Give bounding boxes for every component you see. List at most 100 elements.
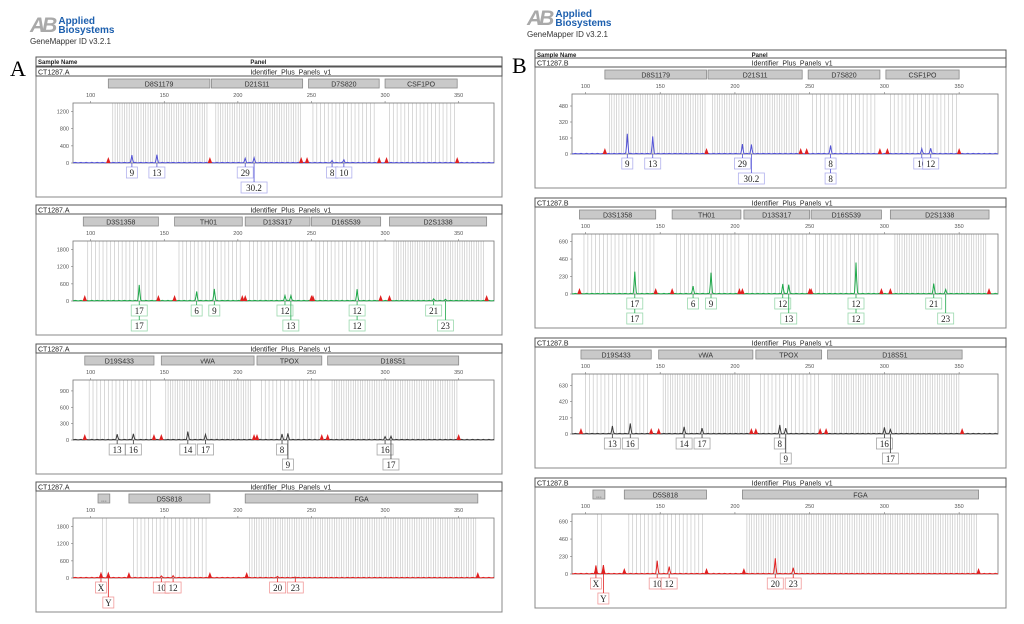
trace-line bbox=[571, 423, 999, 435]
allele-call-box bbox=[881, 452, 899, 465]
y-tick-label: 1200 bbox=[57, 265, 69, 271]
allele-call-label: 16 bbox=[626, 439, 636, 449]
off-scale-marker bbox=[804, 148, 809, 154]
off-scale-marker bbox=[378, 295, 383, 301]
locus-name: D18S51 bbox=[381, 359, 406, 366]
locus-bar bbox=[174, 216, 243, 227]
panel-name: Identifier_Plus_Panels_v1 bbox=[752, 201, 833, 208]
allele-call-box bbox=[282, 458, 294, 471]
allele-call-box bbox=[130, 304, 148, 317]
locus-bar bbox=[592, 489, 606, 500]
allele-call-label: 30.2 bbox=[246, 183, 262, 193]
x-tick-label: 150 bbox=[160, 231, 169, 237]
allele-call-label: 20 bbox=[771, 579, 781, 589]
x-tick-label: 150 bbox=[656, 84, 665, 90]
y-tick-label: 690 bbox=[559, 240, 568, 246]
locus-name: D3S1358 bbox=[106, 220, 135, 227]
applied-biosystems-logo-a: AB Applied Biosystems bbox=[30, 14, 114, 38]
allele-call-label: 16 bbox=[129, 445, 139, 455]
locus-bar bbox=[389, 216, 488, 227]
off-scale-marker bbox=[172, 295, 177, 301]
off-scale-marker bbox=[737, 288, 742, 294]
off-scale-marker bbox=[823, 428, 829, 434]
off-scale-marker bbox=[254, 434, 260, 440]
allele-call-label: 20 bbox=[273, 583, 283, 593]
locus-name: FGA bbox=[354, 497, 369, 504]
allele-call-box bbox=[779, 452, 792, 465]
x-tick-label: 350 bbox=[955, 84, 964, 90]
panel-title-row bbox=[534, 197, 1007, 208]
locus-bar bbox=[742, 489, 979, 500]
y-tick-label: 600 bbox=[60, 559, 69, 565]
logo-line1: Applied bbox=[555, 9, 593, 20]
allele-call-box bbox=[693, 437, 711, 450]
allele-call-label: 17 bbox=[630, 299, 640, 309]
allele-call-box bbox=[236, 166, 254, 179]
allele-call-box bbox=[847, 312, 865, 325]
allele-call-label: 17 bbox=[386, 460, 396, 470]
trace-line bbox=[571, 558, 999, 575]
allele-call-box bbox=[425, 304, 443, 317]
locus-name: D21S11 bbox=[245, 82, 270, 89]
trace-line bbox=[571, 262, 999, 295]
allele-call-label: 6 bbox=[691, 299, 696, 309]
off-scale-marker bbox=[244, 572, 249, 578]
y-tick-label: 480 bbox=[559, 104, 568, 110]
locus-name: D13S317 bbox=[762, 213, 791, 220]
allele-call-label: 10 bbox=[157, 583, 167, 593]
sample-name: CT1287.B bbox=[537, 341, 569, 348]
sample-name: CT1287.B bbox=[537, 481, 569, 488]
off-scale-marker bbox=[753, 428, 759, 434]
allele-call-box bbox=[847, 297, 865, 310]
locus-name: D8S1179 bbox=[145, 82, 174, 89]
locus-name: ... bbox=[101, 497, 107, 504]
off-scale-marker bbox=[956, 148, 962, 154]
off-scale-marker bbox=[82, 434, 87, 440]
locus-name: vWA bbox=[699, 353, 714, 360]
locus-name: TH01 bbox=[698, 213, 715, 220]
allele-call-box bbox=[766, 577, 784, 590]
panel-title-row bbox=[534, 477, 1007, 488]
y-tick-label: 1200 bbox=[57, 542, 69, 548]
x-tick-label: 150 bbox=[656, 364, 665, 370]
off-scale-marker bbox=[817, 428, 823, 434]
allele-call-label: 6 bbox=[194, 306, 199, 316]
x-tick-label: 300 bbox=[380, 93, 389, 99]
sample-name: CT1287.B bbox=[537, 201, 569, 208]
panel-title-row bbox=[35, 66, 503, 77]
panel-name: Identifier_Plus_Panels_v1 bbox=[250, 208, 331, 215]
locus-name: D19S433 bbox=[601, 353, 630, 360]
off-scale-marker bbox=[593, 568, 599, 574]
y-tick-label: 1800 bbox=[57, 525, 69, 531]
allele-call-label: 23 bbox=[941, 314, 951, 324]
off-scale-marker bbox=[749, 428, 754, 434]
electropherogram-panel: CT1287.B Identifier_Plus_Panels_v1 D8S1179… bbox=[534, 57, 1007, 189]
locus-bar bbox=[671, 209, 742, 220]
locus-bar bbox=[755, 349, 823, 360]
logo-line2: Biosystems bbox=[555, 18, 612, 29]
figure-label-b: B bbox=[512, 53, 527, 78]
allele-call-box bbox=[660, 577, 678, 590]
locus-name: D8S1179 bbox=[641, 73, 670, 80]
electropherogram-panel: CT1287.A Identifier_Plus_Panels_v1 D19S433… bbox=[35, 343, 503, 475]
sample-name: CT1287.A bbox=[38, 208, 70, 215]
off-scale-marker bbox=[959, 428, 965, 434]
x-tick-label: 200 bbox=[233, 231, 242, 237]
x-tick-label: 200 bbox=[730, 84, 739, 90]
allele-call-label: 12 bbox=[169, 583, 178, 593]
locus-name: D2S1338 bbox=[423, 220, 452, 227]
locus-bar bbox=[160, 355, 255, 366]
y-tick-label: 0 bbox=[66, 161, 69, 167]
off-scale-marker bbox=[653, 288, 658, 294]
locus-bar bbox=[97, 493, 111, 504]
locus-bar bbox=[827, 349, 963, 360]
off-scale-marker bbox=[879, 288, 884, 294]
allele-call-label: 13 bbox=[784, 314, 794, 324]
electropherogram-panel: CT1287.A Identifier_Plus_Panels_v1 D3S1358… bbox=[35, 204, 503, 336]
allele-call-label: 12 bbox=[280, 306, 289, 316]
allele-call-box bbox=[937, 312, 955, 325]
x-tick-label: 350 bbox=[454, 93, 463, 99]
locus-name: D16S539 bbox=[331, 220, 360, 227]
off-scale-marker bbox=[159, 434, 164, 440]
